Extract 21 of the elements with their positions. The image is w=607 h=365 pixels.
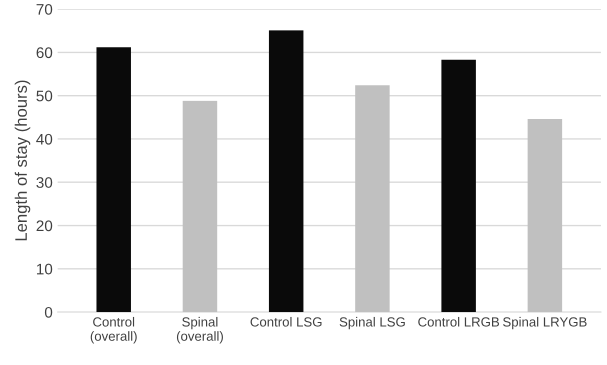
bar	[182, 100, 218, 312]
bar	[96, 47, 131, 312]
x-tick-label: Control LSG	[250, 316, 322, 327]
y-tick-label: 70	[36, 4, 52, 15]
bar	[441, 60, 476, 312]
x-tick-label: Control (overall)	[90, 316, 137, 344]
y-tick-label: 0	[44, 306, 52, 318]
x-tick-label: Spinal (overall)	[176, 316, 223, 344]
y-tick-label: 60	[36, 47, 52, 58]
y-tick-label: 20	[36, 220, 52, 232]
y-axis-title: Length of stay (hours)	[14, 80, 30, 240]
bar	[528, 119, 562, 312]
y-tick-label: 40	[36, 134, 52, 145]
bar	[355, 85, 390, 312]
y-tick-label: 10	[36, 264, 52, 274]
bar	[268, 30, 304, 312]
y-tick-label: 30	[36, 177, 52, 188]
y-tick-label: 50	[36, 90, 52, 102]
x-tick-label: Control LRGB	[418, 316, 500, 327]
x-tick-label: Spinal LSG	[340, 316, 405, 330]
x-tick-label: Spinal LRYGB	[503, 316, 587, 330]
